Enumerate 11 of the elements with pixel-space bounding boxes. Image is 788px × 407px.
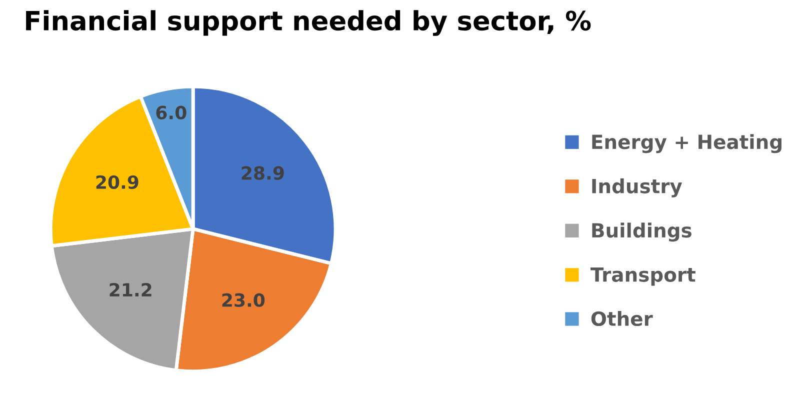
data-label: 21.2 — [110, 282, 152, 296]
legend-label: Energy + Heating — [592, 134, 782, 154]
legend-label: Transport — [590, 268, 696, 286]
data-label: 28.9 — [242, 166, 284, 180]
legend-label: Industry — [592, 178, 682, 198]
chart-title: Financial support needed by sector, % — [26, 10, 591, 36]
legend-label: Other — [591, 311, 653, 326]
data-label: 23.0 — [222, 293, 265, 307]
data-label: 6.0 — [156, 106, 186, 120]
data-label: 20.9 — [96, 175, 138, 189]
legend-label: Buildings — [592, 222, 692, 242]
